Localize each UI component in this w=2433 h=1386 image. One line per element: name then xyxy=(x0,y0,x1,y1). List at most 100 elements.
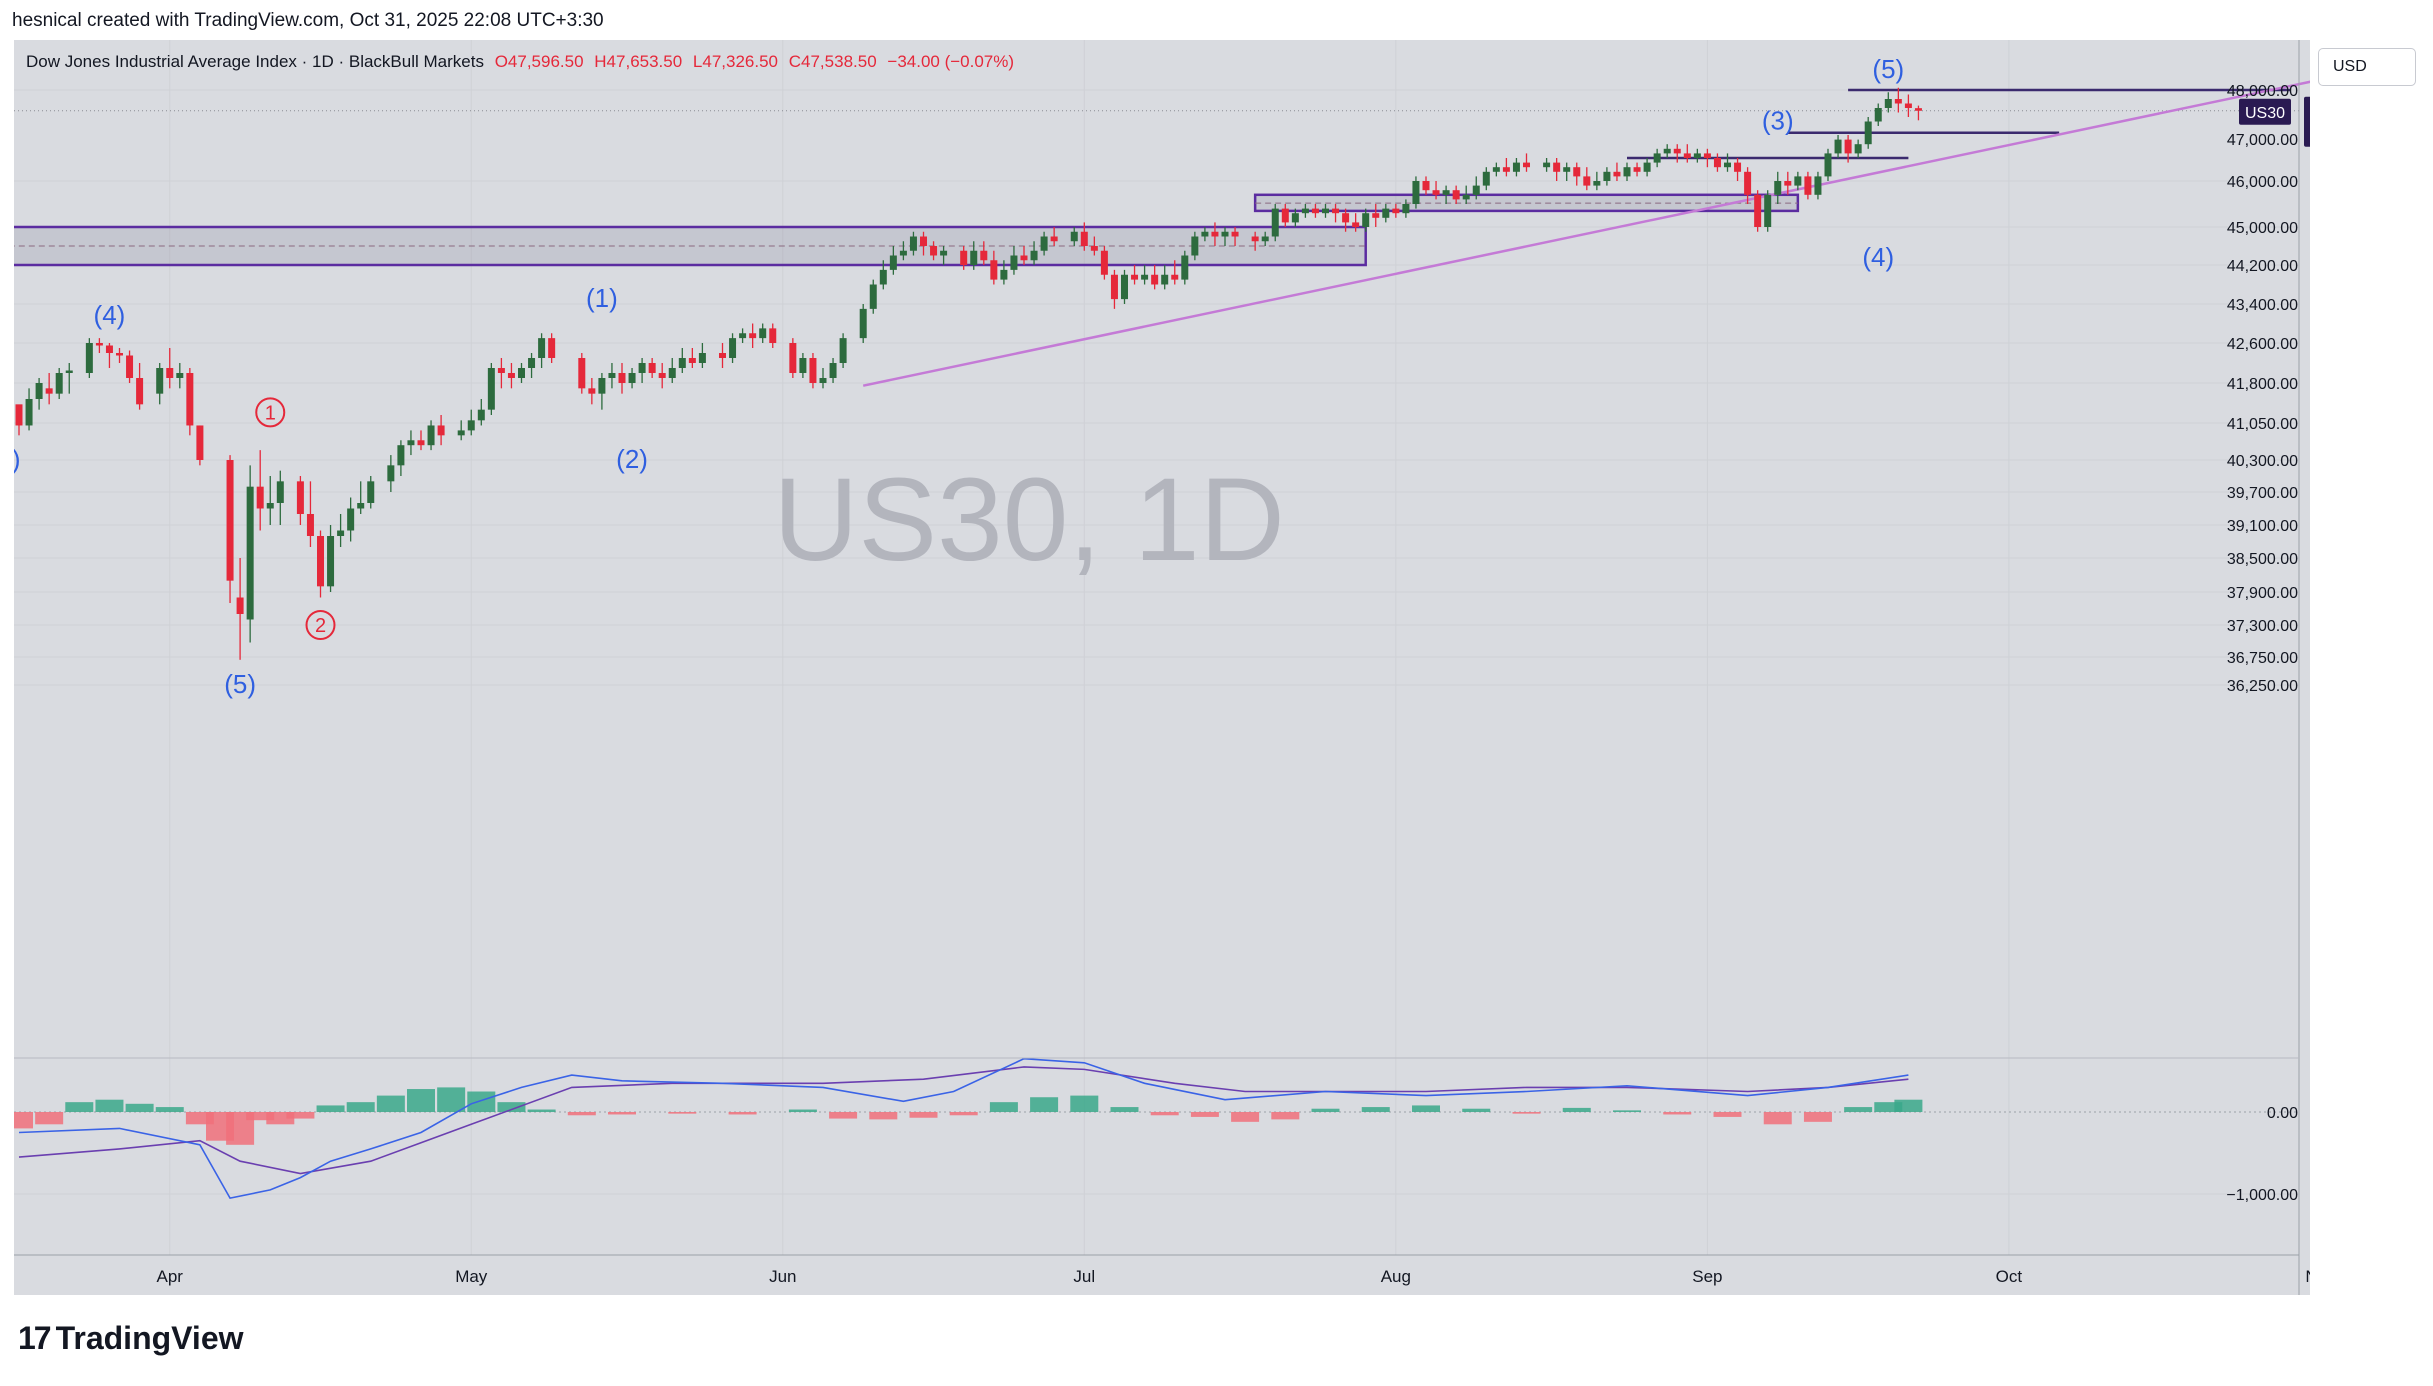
time-tick-label: Sep xyxy=(1692,1267,1722,1286)
candle-body xyxy=(1161,274,1169,285)
candle-body xyxy=(196,425,204,460)
candle-body xyxy=(1211,231,1219,237)
macd-histogram-bar xyxy=(788,1109,817,1112)
candle-body xyxy=(1512,162,1520,172)
candle-body xyxy=(1673,148,1681,154)
ohlc-change: −34.00 (−0.07%) xyxy=(887,52,1015,71)
ohlc-open: O47,596.50 xyxy=(494,52,584,71)
candle-body xyxy=(1744,171,1752,195)
macd-tick-label: −1,000.00 xyxy=(2226,1187,2298,1204)
candle-body xyxy=(1683,153,1691,158)
candle-body xyxy=(1181,255,1189,280)
macd-histogram-bar xyxy=(1110,1107,1139,1112)
macd-histogram-bar xyxy=(1412,1105,1440,1112)
horizontal-levels xyxy=(1627,88,2291,160)
macd-histogram-bar xyxy=(869,1112,898,1120)
candle-body xyxy=(337,530,345,536)
price-tick-label: 39,700.00 xyxy=(2227,485,2298,502)
candle-body xyxy=(719,353,726,358)
candle-body xyxy=(256,486,264,509)
candle-body xyxy=(1472,185,1480,195)
candle-body xyxy=(1100,250,1108,275)
candle-body xyxy=(1854,144,1862,154)
price-tick-label: 36,750.00 xyxy=(2227,650,2298,667)
candle-body xyxy=(1151,274,1159,285)
candle-body xyxy=(1432,190,1440,195)
candle-body xyxy=(1412,181,1420,204)
candle-body xyxy=(1663,148,1671,154)
candle-body xyxy=(1713,158,1721,168)
candle-body xyxy=(55,373,63,394)
candle-body xyxy=(327,536,335,587)
price-chart[interactable]: US30, 1D (4) 3) (5) 1 2 (1) (2) (3) (4) (5) 48,00… xyxy=(14,40,2310,1295)
candle-body xyxy=(1392,208,1400,214)
candle-body xyxy=(1362,213,1370,227)
wave-label: 2 xyxy=(315,615,326,637)
candle-body xyxy=(829,363,837,378)
macd-histogram-bar xyxy=(1713,1112,1742,1117)
candle-body xyxy=(960,250,968,265)
candle-body xyxy=(317,536,324,587)
candle-body xyxy=(1311,208,1319,214)
candle-body xyxy=(668,368,676,378)
candles xyxy=(15,87,1922,660)
time-tick-label: Apr xyxy=(157,1267,184,1286)
macd-histogram-bar xyxy=(35,1112,64,1125)
candle-body xyxy=(698,353,706,363)
candle-body xyxy=(1884,99,1892,108)
candle-body xyxy=(889,255,897,270)
candle-body xyxy=(1904,103,1912,108)
price-tick-label: 37,300.00 xyxy=(2227,618,2298,635)
macd-histogram-bar xyxy=(1663,1112,1692,1115)
macd-histogram-bar xyxy=(1894,1099,1923,1112)
macd-signal-line xyxy=(18,1066,1909,1175)
candle-body xyxy=(759,328,767,339)
candle-body xyxy=(839,338,847,363)
candle-body xyxy=(1693,153,1701,158)
candle-body xyxy=(809,358,817,383)
macd-histogram-bar xyxy=(1070,1095,1099,1112)
candle-body xyxy=(1110,274,1118,300)
candle-body xyxy=(387,465,395,482)
macd-histogram-bar xyxy=(1462,1108,1491,1112)
candle-body xyxy=(1462,194,1470,200)
candle-body xyxy=(1794,176,1802,186)
macd-line xyxy=(18,1057,1909,1200)
candle-body xyxy=(1633,167,1641,172)
candle-body xyxy=(1191,236,1199,256)
candle-body xyxy=(869,284,877,309)
candle-body xyxy=(1583,176,1591,186)
currency-button[interactable]: USD xyxy=(2318,48,2416,86)
candle-body xyxy=(1563,167,1571,172)
candle-body xyxy=(1291,213,1299,223)
tradingview-logo[interactable]: 17 TradingView xyxy=(18,1320,244,1357)
candle-body xyxy=(507,373,515,378)
macd-histogram-bar xyxy=(1763,1112,1792,1125)
candle-body xyxy=(1382,208,1390,218)
candle-body xyxy=(347,508,355,531)
candle-body xyxy=(477,409,485,421)
symbol-info: Dow Jones Industrial Average Index · 1D … xyxy=(26,52,1014,72)
price-tick-label: 41,050.00 xyxy=(2227,416,2298,433)
wave-label: (5) xyxy=(1872,54,1904,84)
candle-body xyxy=(940,250,948,256)
candle-body xyxy=(126,355,134,378)
macd-histogram-bar xyxy=(437,1087,466,1112)
macd-histogram-bar xyxy=(407,1089,435,1112)
watermark: US30, 1D xyxy=(773,454,1285,586)
candle-body xyxy=(497,368,505,373)
candle-body xyxy=(1502,167,1510,172)
candle-body xyxy=(136,378,144,405)
macd-histogram-bar xyxy=(608,1112,636,1115)
candle-body xyxy=(628,373,636,383)
macd-histogram-bar xyxy=(497,1102,526,1112)
candle-body xyxy=(236,597,244,614)
candle-body xyxy=(1724,162,1731,168)
macd-histogram-bar xyxy=(1190,1112,1219,1117)
candle-body xyxy=(1201,231,1209,237)
candle-body xyxy=(65,370,73,373)
price-tick-label: 38,500.00 xyxy=(2227,551,2298,568)
price-tick-label: 42,600.00 xyxy=(2227,336,2298,353)
chart-area[interactable]: US30, 1D (4) 3) (5) 1 2 (1) (2) (3) (4) (5) 48,00… xyxy=(14,40,2310,1295)
candle-body xyxy=(116,353,123,356)
